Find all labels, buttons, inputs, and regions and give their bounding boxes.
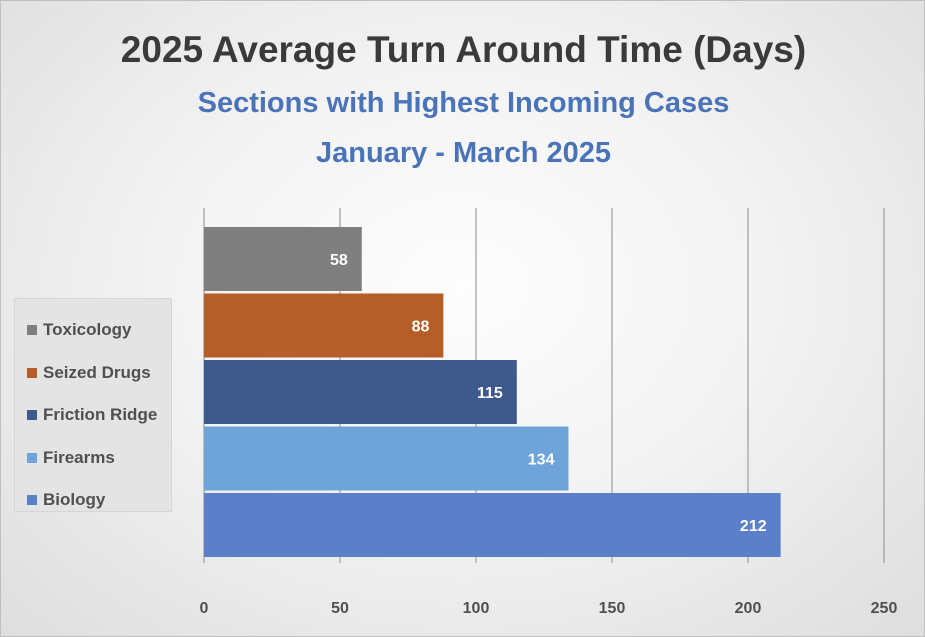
legend-item: Friction Ridge xyxy=(15,394,171,437)
legend-label: Toxicology xyxy=(43,320,132,340)
legend-label: Firearms xyxy=(43,447,115,467)
legend: Toxicology Seized Drugs Friction Ridge F… xyxy=(14,298,172,512)
bar-seized-drugs xyxy=(204,293,444,358)
bar-biology xyxy=(204,493,781,557)
x-tick-labels: 0 50 100 150 200 250 xyxy=(200,600,898,617)
legend-label: Biology xyxy=(43,490,106,510)
data-label: 212 xyxy=(740,518,767,535)
x-tick-label: 50 xyxy=(331,600,349,617)
x-tick-label: 150 xyxy=(599,600,626,617)
legend-label: Seized Drugs xyxy=(43,362,151,382)
bar-toxicology xyxy=(204,227,362,291)
data-label: 88 xyxy=(412,319,430,336)
legend-label: Friction Ridge xyxy=(43,405,158,425)
legend-swatch-seized-drugs xyxy=(27,367,37,378)
chart-title: 2025 Average Turn Around Time (Days) xyxy=(120,29,807,70)
legend-swatch-toxicology xyxy=(27,325,37,336)
chart-subtitle: Sections with Highest Incoming Cases xyxy=(197,87,730,119)
x-tick-label: 100 xyxy=(463,600,490,617)
data-labels: 58 88 115 134 212 xyxy=(330,252,767,535)
legend-swatch-biology xyxy=(27,495,37,506)
legend-item: Firearms xyxy=(15,437,171,480)
x-tick-label: 200 xyxy=(735,600,762,617)
legend-swatch-firearms xyxy=(27,452,37,463)
data-label: 115 xyxy=(477,385,503,402)
bar-friction-ridge xyxy=(204,360,517,424)
legend-item: Toxicology xyxy=(15,309,171,352)
bars xyxy=(204,227,781,557)
legend-item: Biology xyxy=(15,479,171,522)
chart-period: January - March 2025 xyxy=(316,137,611,169)
x-tick-label: 250 xyxy=(871,600,898,617)
data-label: 58 xyxy=(330,252,348,269)
x-tick-label: 0 xyxy=(200,600,209,617)
data-label: 134 xyxy=(528,452,555,469)
bar-firearms xyxy=(204,426,569,491)
legend-item: Seized Drugs xyxy=(15,352,171,395)
legend-swatch-friction-ridge xyxy=(27,410,37,421)
